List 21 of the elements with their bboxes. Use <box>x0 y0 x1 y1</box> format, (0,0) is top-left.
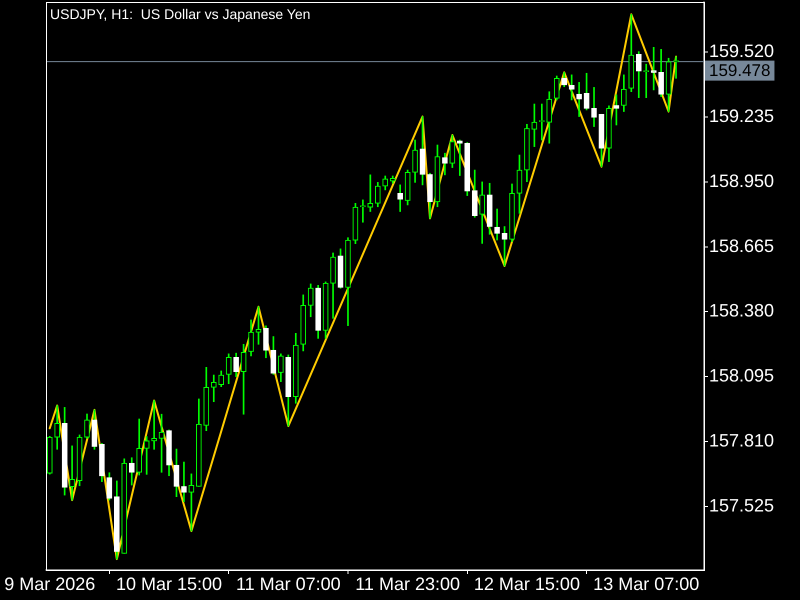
x-tick-label: 11 Mar 07:00 <box>236 574 341 594</box>
candlestick <box>591 87 597 127</box>
candlestick <box>181 462 187 502</box>
x-tick-label: 10 Mar 15:00 <box>116 574 222 594</box>
x-tick-label: 13 Mar 07:00 <box>593 574 700 594</box>
y-tick-label: 158.095 <box>709 366 774 386</box>
x-tick-label: 11 Mar 23:00 <box>355 574 460 594</box>
candlestick <box>256 306 262 345</box>
ref-line-label: 159.478 <box>709 60 770 80</box>
x-tick-label: 12 Mar 15:00 <box>474 574 580 594</box>
candlestick <box>502 226 508 266</box>
y-tick-label: 158.950 <box>709 170 774 191</box>
y-tick-label: 158.380 <box>709 300 774 321</box>
y-tick-label: 157.810 <box>709 430 774 451</box>
y-tick-label: 157.525 <box>709 495 774 516</box>
chart-title: USDJPY, H1: US Dollar vs Japanese Yen <box>50 6 310 22</box>
y-tick-label: 158.665 <box>709 236 774 256</box>
y-tick-label: 159.235 <box>709 106 774 126</box>
y-tick-label: 159.520 <box>709 41 774 62</box>
x-tick-label: 9 Mar 2026 <box>4 574 96 594</box>
candlestick <box>158 414 164 473</box>
